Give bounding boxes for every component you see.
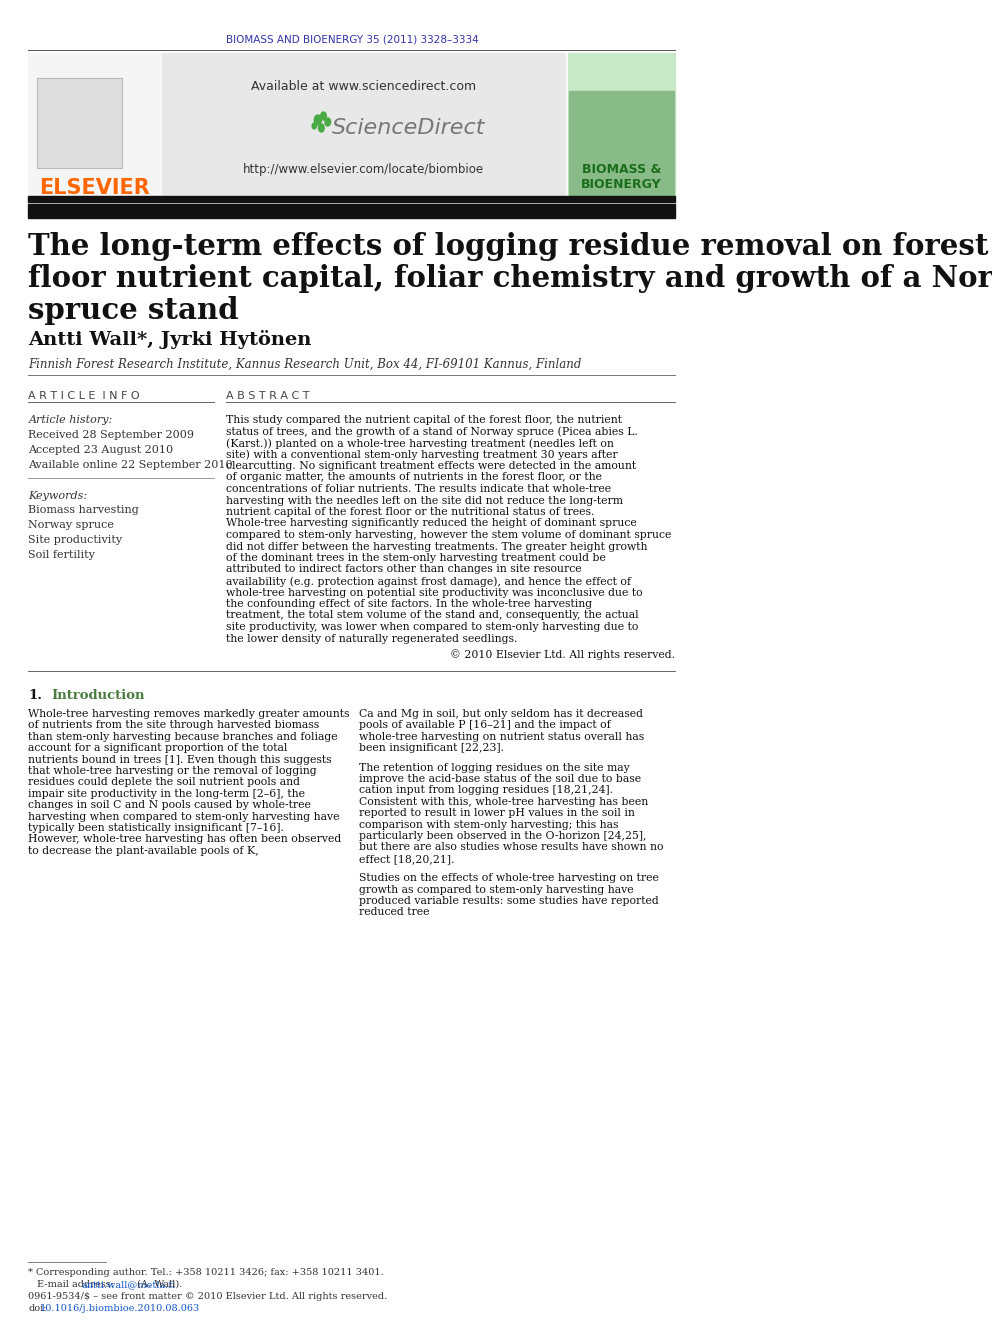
Text: of nutrients from the site through harvested biomass: of nutrients from the site through harve… (29, 721, 319, 730)
Text: Whole-tree harvesting removes markedly greater amounts: Whole-tree harvesting removes markedly g… (29, 709, 350, 718)
Circle shape (318, 124, 324, 132)
Text: treatment, the total stem volume of the stand and, consequently, the actual: treatment, the total stem volume of the … (225, 610, 638, 620)
Text: effect [18,20,21].: effect [18,20,21]. (359, 853, 454, 864)
Text: growth as compared to stem-only harvesting have: growth as compared to stem-only harvesti… (359, 885, 634, 894)
Text: BIOMASS &
BIOENERGY: BIOMASS & BIOENERGY (581, 163, 662, 191)
Text: BIOMASS AND BIOENERGY 35 (2011) 3328–3334: BIOMASS AND BIOENERGY 35 (2011) 3328–333… (225, 34, 478, 44)
Bar (29, 204, 676, 218)
Text: Biomass harvesting: Biomass harvesting (29, 505, 139, 515)
Text: Ca and Mg in soil, but only seldom has it decreased: Ca and Mg in soil, but only seldom has i… (359, 709, 643, 718)
Text: Introduction: Introduction (51, 689, 145, 703)
Text: the confounding effect of site factors. In the whole-tree harvesting: the confounding effect of site factors. … (225, 599, 592, 609)
Text: Available online 22 September 2010: Available online 22 September 2010 (29, 460, 233, 470)
Text: 0961-9534/$ – see front matter © 2010 Elsevier Ltd. All rights reserved.: 0961-9534/$ – see front matter © 2010 El… (29, 1293, 388, 1301)
Text: ELSEVIER: ELSEVIER (39, 179, 150, 198)
Bar (29, 53, 161, 198)
Text: impair site productivity in the long-term [2–6], the: impair site productivity in the long-ter… (29, 789, 306, 799)
Text: of the dominant trees in the stem-only harvesting treatment could be: of the dominant trees in the stem-only h… (225, 553, 605, 564)
Text: site productivity, was lower when compared to stem-only harvesting due to: site productivity, was lower when compar… (225, 622, 638, 632)
Text: Keywords:: Keywords: (29, 491, 87, 501)
Text: harvesting when compared to stem-only harvesting have: harvesting when compared to stem-only ha… (29, 811, 340, 822)
Circle shape (320, 112, 326, 120)
Text: A R T I C L E  I N F O: A R T I C L E I N F O (29, 392, 140, 401)
Text: changes in soil C and N pools caused by whole-tree: changes in soil C and N pools caused by … (29, 800, 311, 810)
Text: 10.1016/j.biombioe.2010.08.063: 10.1016/j.biombioe.2010.08.063 (40, 1304, 199, 1312)
Text: compared to stem-only harvesting, however the stem volume of dominant spruce: compared to stem-only harvesting, howeve… (225, 531, 671, 540)
Text: nutrient capital of the forest floor or the nutritional status of trees.: nutrient capital of the forest floor or … (225, 507, 594, 517)
Text: http://www.elsevier.com/locate/biombioe: http://www.elsevier.com/locate/biombioe (243, 163, 484, 176)
Text: floor nutrient capital, foliar chemistry and growth of a Norway: floor nutrient capital, foliar chemistry… (29, 265, 992, 292)
Text: Accepted 23 August 2010: Accepted 23 August 2010 (29, 445, 174, 455)
Text: cation input from logging residues [18,21,24].: cation input from logging residues [18,2… (359, 786, 613, 795)
Text: pools of available P [16–21] and the impact of: pools of available P [16–21] and the imp… (359, 721, 611, 730)
Text: but there are also studies whose results have shown no: but there are also studies whose results… (359, 843, 664, 852)
Text: * Corresponding author. Tel.: +358 10211 3426; fax: +358 10211 3401.: * Corresponding author. Tel.: +358 10211… (29, 1267, 384, 1277)
Text: Norway spruce: Norway spruce (29, 520, 114, 531)
Text: Available at www.sciencedirect.com: Available at www.sciencedirect.com (251, 79, 476, 93)
Text: attributed to indirect factors other than changes in site resource: attributed to indirect factors other tha… (225, 565, 581, 574)
Text: However, whole-tree harvesting has often been observed: However, whole-tree harvesting has often… (29, 835, 341, 844)
Text: reported to result in lower pH values in the soil in: reported to result in lower pH values in… (359, 808, 635, 818)
Text: The retention of logging residues on the site may: The retention of logging residues on the… (359, 762, 630, 773)
Text: © 2010 Elsevier Ltd. All rights reserved.: © 2010 Elsevier Ltd. All rights reserved… (450, 650, 676, 660)
Bar (37, 78, 122, 168)
Text: spruce stand: spruce stand (29, 296, 239, 325)
Bar (37, 78, 122, 168)
Text: residues could deplete the soil nutrient pools and: residues could deplete the soil nutrient… (29, 778, 301, 787)
Text: than stem-only harvesting because branches and foliage: than stem-only harvesting because branch… (29, 732, 338, 742)
Text: This study compared the nutrient capital of the forest floor, the nutrient: This study compared the nutrient capital… (225, 415, 622, 425)
Text: Article history:: Article history: (29, 415, 113, 425)
Circle shape (312, 123, 316, 130)
Text: antti.wall@metla.fi: antti.wall@metla.fi (81, 1279, 176, 1289)
Text: particularly been observed in the O-horizon [24,25],: particularly been observed in the O-hori… (359, 831, 647, 841)
Text: Site productivity: Site productivity (29, 534, 122, 545)
Text: Finnish Forest Research Institute, Kannus Research Unit, Box 44, FI-69101 Kannus: Finnish Forest Research Institute, Kannu… (29, 359, 581, 370)
Text: E-mail address:: E-mail address: (37, 1279, 117, 1289)
Text: whole-tree harvesting on nutrient status overall has: whole-tree harvesting on nutrient status… (359, 732, 644, 742)
Text: Antti Wall*, Jyrki Hytönen: Antti Wall*, Jyrki Hytönen (29, 329, 311, 349)
Text: Whole-tree harvesting significantly reduced the height of dominant spruce: Whole-tree harvesting significantly redu… (225, 519, 636, 528)
Text: Studies on the effects of whole-tree harvesting on tree: Studies on the effects of whole-tree har… (359, 873, 659, 884)
Text: of organic matter, the amounts of nutrients in the forest floor, or the: of organic matter, the amounts of nutrie… (225, 472, 601, 483)
Text: Consistent with this, whole-tree harvesting has been: Consistent with this, whole-tree harvest… (359, 796, 648, 807)
Text: status of trees, and the growth of a stand of Norway spruce (Picea abies L.: status of trees, and the growth of a sta… (225, 426, 638, 437)
Text: A B S T R A C T: A B S T R A C T (225, 392, 310, 401)
Text: harvesting with the needles left on the site did not reduce the long-term: harvesting with the needles left on the … (225, 496, 623, 505)
Circle shape (325, 118, 330, 126)
Text: ScienceDirect: ScienceDirect (332, 118, 485, 138)
Text: account for a significant proportion of the total: account for a significant proportion of … (29, 744, 288, 753)
Bar (569, 91, 674, 196)
Text: Received 28 September 2009: Received 28 September 2009 (29, 430, 194, 441)
Text: to decrease the plant-available pools of K,: to decrease the plant-available pools of… (29, 845, 259, 856)
Text: site) with a conventional stem-only harvesting treatment 30 years after: site) with a conventional stem-only harv… (225, 450, 617, 460)
Bar (567, 53, 676, 198)
Text: been insignificant [22,23].: been insignificant [22,23]. (359, 744, 504, 753)
Text: The long-term effects of logging residue removal on forest: The long-term effects of logging residue… (29, 232, 989, 261)
Text: the lower density of naturally regenerated seedlings.: the lower density of naturally regenerat… (225, 634, 517, 643)
Bar (29, 196, 676, 202)
Circle shape (314, 115, 321, 124)
Text: (A. Wall).: (A. Wall). (134, 1279, 183, 1289)
Text: (Karst.)) planted on a whole-tree harvesting treatment (needles left on: (Karst.)) planted on a whole-tree harves… (225, 438, 613, 448)
Text: typically been statistically insignificant [7–16].: typically been statistically insignifica… (29, 823, 285, 833)
Text: did not differ between the harvesting treatments. The greater height growth: did not differ between the harvesting tr… (225, 541, 647, 552)
Text: produced variable results: some studies have reported: produced variable results: some studies … (359, 896, 659, 906)
Text: whole-tree harvesting on potential site productivity was inconclusive due to: whole-tree harvesting on potential site … (225, 587, 642, 598)
Text: Soil fertility: Soil fertility (29, 550, 95, 560)
Text: comparison with stem-only harvesting; this has: comparison with stem-only harvesting; th… (359, 819, 618, 830)
Text: improve the acid-base status of the soil due to base: improve the acid-base status of the soil… (359, 774, 641, 785)
Text: concentrations of foliar nutrients. The results indicate that whole-tree: concentrations of foliar nutrients. The … (225, 484, 611, 493)
Text: reduced tree: reduced tree (359, 908, 430, 917)
Text: clearcutting. No significant treatment effects were detected in the amount: clearcutting. No significant treatment e… (225, 460, 636, 471)
Text: doi:: doi: (29, 1304, 47, 1312)
Text: availability (e.g. protection against frost damage), and hence the effect of: availability (e.g. protection against fr… (225, 576, 631, 586)
Bar (162, 53, 564, 198)
Text: 1.: 1. (29, 689, 43, 703)
Text: that whole-tree harvesting or the removal of logging: that whole-tree harvesting or the remova… (29, 766, 317, 777)
Text: nutrients bound in trees [1]. Even though this suggests: nutrients bound in trees [1]. Even thoug… (29, 754, 332, 765)
